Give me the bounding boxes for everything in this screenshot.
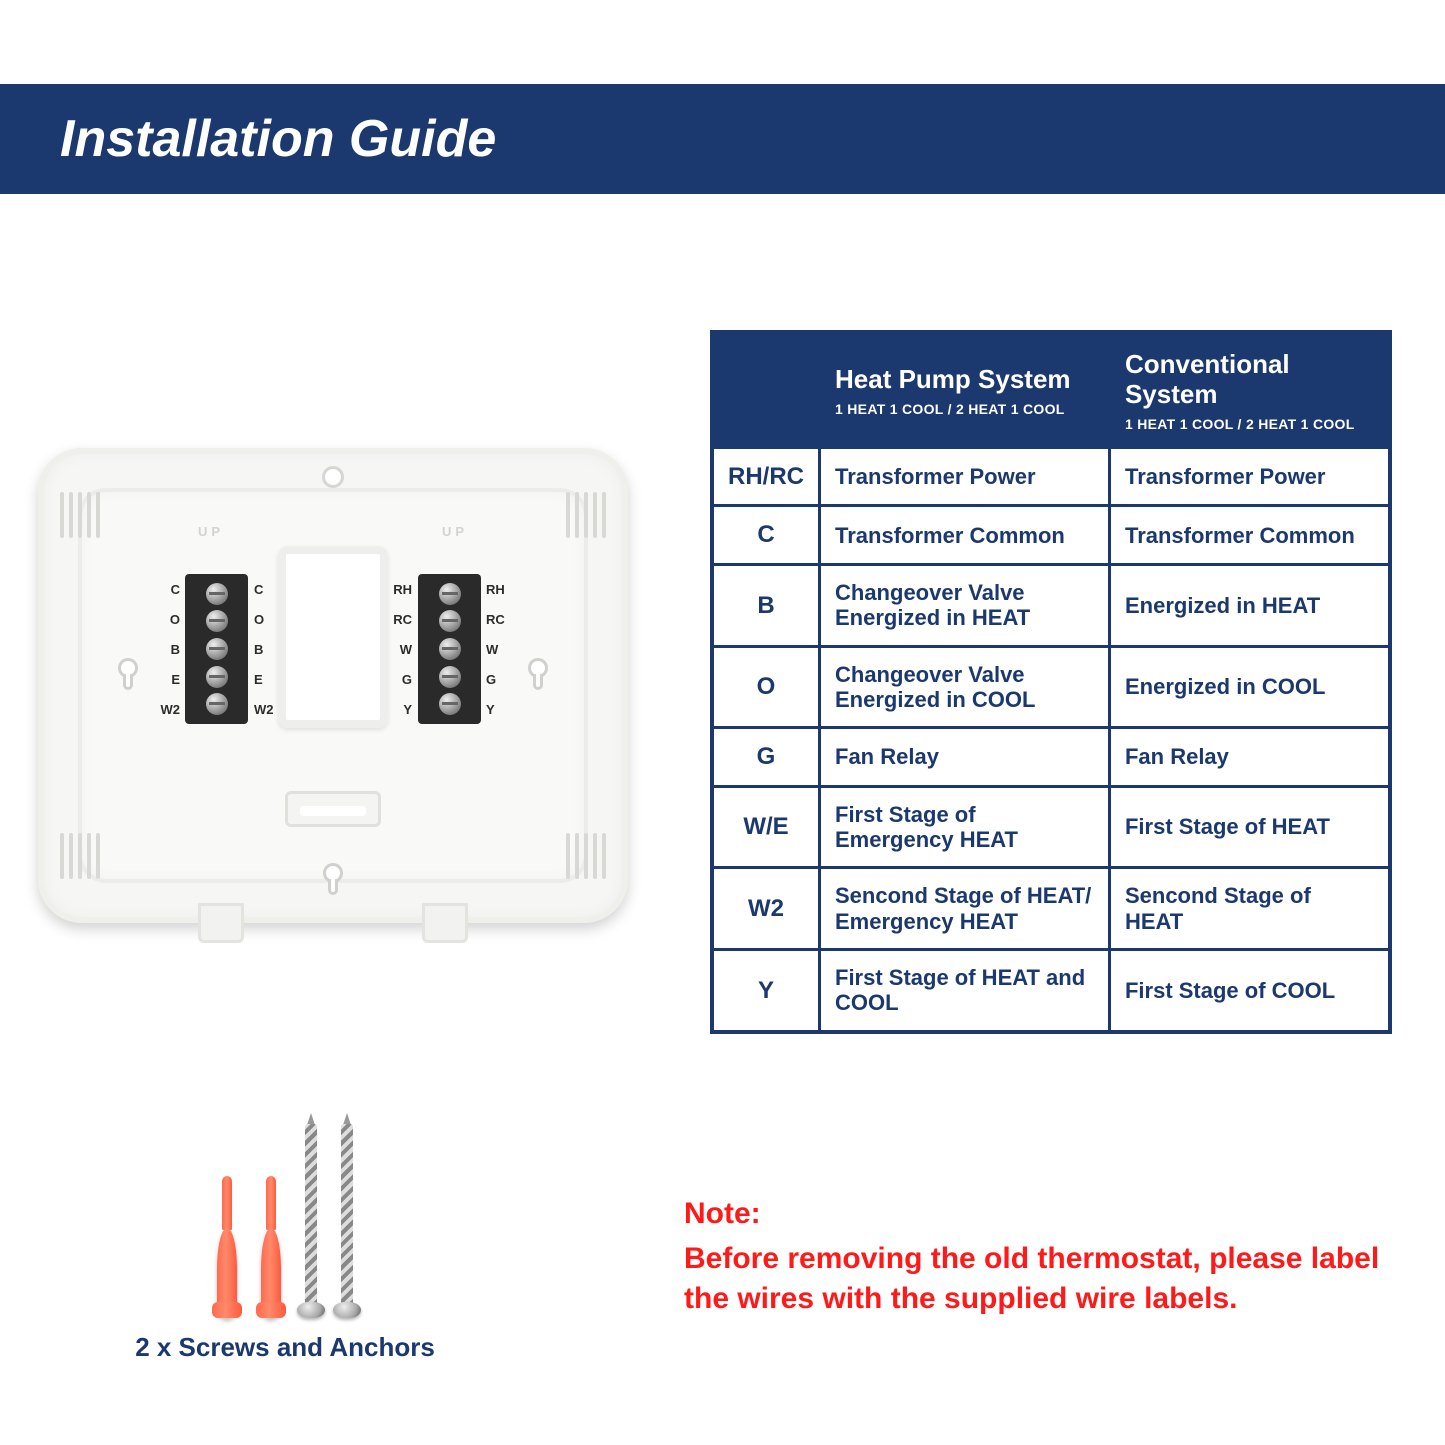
table-header-code	[712, 332, 820, 447]
heatpump-desc: Sencond Stage of HEAT/ Emergency HEAT	[820, 868, 1110, 950]
bottom-clip	[285, 791, 381, 827]
keyhole-left	[118, 658, 138, 692]
terminal-code: C	[712, 506, 820, 565]
terminal-code: B	[712, 565, 820, 647]
terminal-code: RH/RC	[712, 447, 820, 506]
heatpump-desc: Fan Relay	[820, 728, 1110, 787]
note-body: Before removing the old thermostat, plea…	[684, 1242, 1379, 1316]
screw-icon	[336, 1113, 358, 1318]
up-marker: UP	[442, 524, 468, 539]
table-row: W/EFirst Stage of Emergency HEATFirst St…	[712, 786, 1390, 868]
conventional-desc: First Stage of HEAT	[1109, 786, 1390, 868]
heatpump-desc: Changeover Valve Energized in COOL	[820, 646, 1110, 728]
table-row: GFan RelayFan Relay	[712, 728, 1390, 787]
table-row: CTransformer CommonTransformer Common	[712, 506, 1390, 565]
keyhole-right	[528, 658, 548, 692]
conventional-desc: Fan Relay	[1109, 728, 1390, 787]
conventional-desc: Energized in HEAT	[1109, 565, 1390, 647]
note-label: Note:	[684, 1194, 1404, 1235]
heatpump-desc: First Stage of HEAT and COOL	[820, 950, 1110, 1032]
header-band: Installation Guide	[0, 84, 1445, 194]
heatpump-desc: Changeover Valve Energized in HEAT	[820, 565, 1110, 647]
hardware-caption: 2 x Screws and Anchors	[120, 1332, 450, 1363]
hardware-kit: 2 x Screws and Anchors	[120, 1108, 450, 1363]
terminal-code: Y	[712, 950, 820, 1032]
conventional-desc: First Stage of COOL	[1109, 950, 1390, 1032]
keyhole-bottom	[323, 863, 343, 897]
terminal-block-right	[418, 574, 481, 724]
table-header-heatpump: Heat Pump System 1 HEAT 1 COOL / 2 HEAT …	[820, 332, 1110, 447]
terminal-labels-left-inner: COBEW2	[254, 574, 276, 724]
table-row: RH/RCTransformer PowerTransformer Power	[712, 447, 1390, 506]
terminal-code: W2	[712, 868, 820, 950]
screw-icon	[300, 1113, 322, 1318]
conventional-desc: Sencond Stage of HEAT	[1109, 868, 1390, 950]
table-row: W2Sencond Stage of HEAT/ Emergency HEATS…	[712, 868, 1390, 950]
table-row: YFirst Stage of HEAT and COOLFirst Stage…	[712, 950, 1390, 1032]
heatpump-desc: First Stage of Emergency HEAT	[820, 786, 1110, 868]
terminal-code: O	[712, 646, 820, 728]
conventional-desc: Energized in COOL	[1109, 646, 1390, 728]
release-tab	[422, 903, 468, 943]
table-body: RH/RCTransformer PowerTransformer PowerC…	[712, 447, 1390, 1031]
table-row: BChangeover Valve Energized in HEATEnerg…	[712, 565, 1390, 647]
vent-slots	[566, 492, 606, 538]
wall-anchor-icon	[256, 1158, 286, 1318]
terminal-code: G	[712, 728, 820, 787]
vent-slots	[60, 833, 100, 879]
release-tab	[198, 903, 244, 943]
terminal-labels-right-outer: RHRCWGY	[486, 574, 508, 724]
table-header: Heat Pump System 1 HEAT 1 COOL / 2 HEAT …	[712, 332, 1390, 447]
center-cutout	[278, 546, 388, 728]
up-marker: UP	[198, 524, 224, 539]
thermostat-backplate: UP UP COBEW2 COBEW2 RHRCWGY RHRCWGY	[38, 448, 628, 923]
table-header-conventional: Conventional System 1 HEAT 1 COOL / 2 HE…	[1109, 332, 1390, 447]
terminal-labels-left-outer: COBEW2	[158, 574, 180, 724]
vent-slots	[566, 833, 606, 879]
wiring-table: Heat Pump System 1 HEAT 1 COOL / 2 HEAT …	[710, 330, 1392, 1034]
heatpump-desc: Transformer Power	[820, 447, 1110, 506]
table-row: OChangeover Valve Energized in COOLEnerg…	[712, 646, 1390, 728]
vent-slots	[60, 492, 100, 538]
terminal-code: W/E	[712, 786, 820, 868]
warning-note: Note: Before removing the old thermostat…	[684, 1194, 1404, 1320]
conventional-desc: Transformer Power	[1109, 447, 1390, 506]
mount-hole-top	[322, 466, 344, 488]
heatpump-desc: Transformer Common	[820, 506, 1110, 565]
page-title: Installation Guide	[60, 109, 496, 169]
terminal-block-left	[185, 574, 248, 724]
terminal-labels-right-inner: RHRCWGY	[390, 574, 412, 724]
wall-anchor-icon	[212, 1158, 242, 1318]
conventional-desc: Transformer Common	[1109, 506, 1390, 565]
